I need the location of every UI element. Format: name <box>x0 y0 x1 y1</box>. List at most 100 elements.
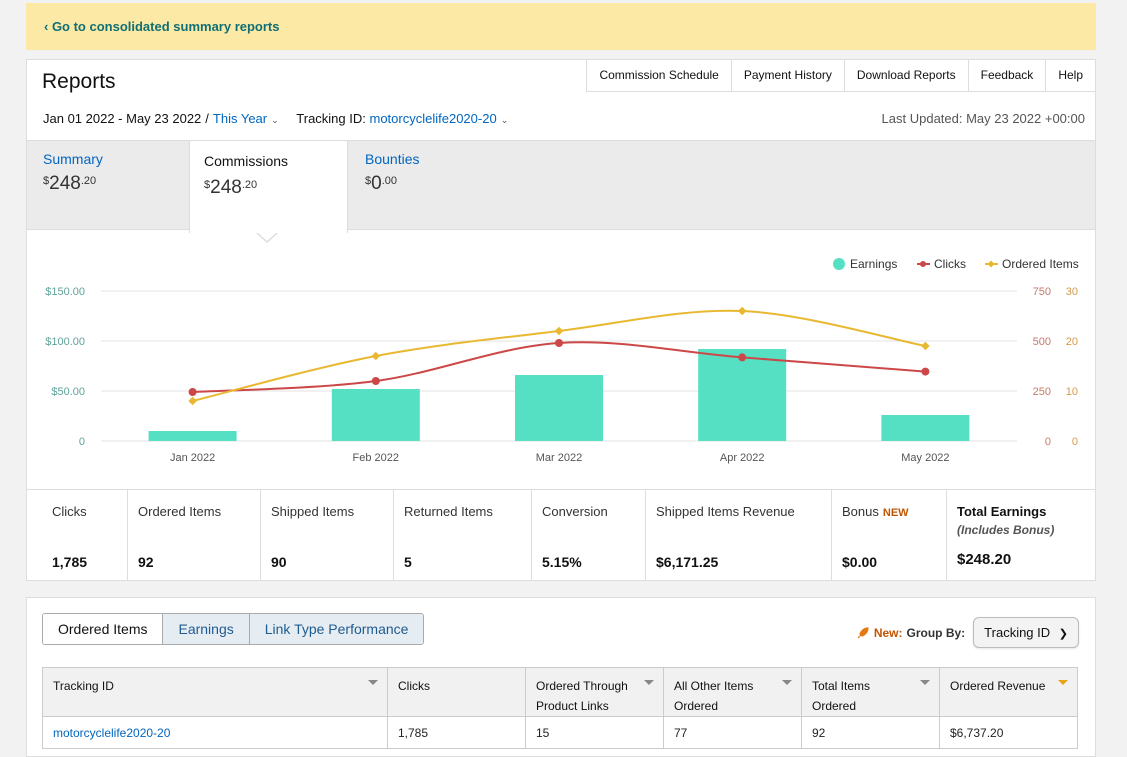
tab-commissions[interactable]: Commissions $248.20 <box>189 140 348 233</box>
point-ordered-items <box>188 396 197 406</box>
legend-earnings[interactable]: Earnings <box>850 257 897 271</box>
y-tick-left: 0 <box>79 436 85 448</box>
cell-tracking-id[interactable]: motorcyclelife2020-20 <box>42 716 388 749</box>
tab-summary-label: Summary <box>43 151 103 167</box>
col-clicks[interactable]: Clicks <box>387 667 526 717</box>
y-tick-left: $100.00 <box>45 336 85 348</box>
point-clicks <box>371 377 380 385</box>
tab-link-type-performance[interactable]: Link Type Performance <box>248 614 424 644</box>
filter-row: Jan 01 2022 - May 23 2022/This Year ⌄ Tra… <box>43 111 509 126</box>
metric-label: Total Earnings <box>957 504 1047 519</box>
page-title: Reports <box>42 70 116 93</box>
point-ordered-items <box>371 351 381 361</box>
cell-total-items: 92 <box>801 716 940 749</box>
metrics-row: Clicks 1,785 Ordered Items 92 Shipped It… <box>27 489 1095 581</box>
metric-returned-items: Returned Items 5 <box>394 490 532 581</box>
point-clicks <box>188 388 197 396</box>
metric-value: 92 <box>138 554 154 570</box>
sort-icon[interactable] <box>368 680 378 685</box>
tab-bounties-amount: $0.00 <box>365 173 397 194</box>
metric-value: 90 <box>271 554 287 570</box>
x-tick-label: Jan 2022 <box>170 452 215 464</box>
tab-summary[interactable]: Summary $248.20 <box>43 151 103 195</box>
chevron-down-icon[interactable]: ⌄ <box>271 115 279 125</box>
bar-earnings <box>515 375 603 441</box>
tab-ordered-items[interactable]: Ordered Items <box>43 614 163 644</box>
report-tabs: Ordered Items Earnings Link Type Perform… <box>42 613 425 645</box>
nav-help[interactable]: Help <box>1058 68 1083 82</box>
sort-active-icon[interactable] <box>1058 680 1068 685</box>
y-tick-right-clicks: 250 <box>1033 386 1051 398</box>
details-panel: Ordered Items Earnings Link Type Perform… <box>26 597 1096 757</box>
y-tick-right-clicks: 750 <box>1033 286 1051 298</box>
metric-value: 5 <box>404 554 412 570</box>
metric-label: Shipped Items <box>271 504 355 519</box>
tracking-id-label: Tracking ID: <box>296 111 366 126</box>
sort-icon[interactable] <box>644 680 654 685</box>
y-tick-right-clicks: 0 <box>1045 436 1051 448</box>
col-total-items[interactable]: Total Items Ordered <box>801 667 940 717</box>
tab-commissions-amount: $248.20 <box>204 177 258 198</box>
point-ordered-items <box>921 341 930 351</box>
metric-value: 5.15% <box>542 554 582 570</box>
metric-label: Ordered Items <box>138 504 222 519</box>
metric-label: Conversion <box>542 504 608 519</box>
table-row: motorcyclelife2020-20 1,785 15 77 92 $6,… <box>42 716 1078 749</box>
y-tick-left: $150.00 <box>45 286 85 298</box>
new-label: New: <box>873 625 903 640</box>
earnings-chart: 0 0 0 $50.00 250 10 $100.00 500 20 $150.00 750 30 Ja… <box>45 257 1079 464</box>
metric-label: Returned Items <box>404 504 493 519</box>
nav-download-reports[interactable]: Download Reports <box>845 60 969 91</box>
cell-all-other: 77 <box>663 716 802 749</box>
cell-clicks: 1,785 <box>387 716 526 749</box>
metric-label: Bonus NEW <box>842 504 909 519</box>
y-tick-right-items: 30 <box>1066 286 1078 298</box>
cell-ordered-revenue: $6,737.20 <box>939 716 1078 749</box>
nav-feedback[interactable]: Feedback <box>969 60 1047 91</box>
nav-commission-schedule[interactable]: Commission Schedule <box>587 60 732 91</box>
point-ordered-items <box>554 326 564 336</box>
metric-total-earnings: Total Earnings (Includes Bonus) $248.20 <box>947 490 1095 581</box>
x-tick-label: Apr 2022 <box>720 452 765 464</box>
sort-icon[interactable] <box>920 680 930 685</box>
col-all-other[interactable]: All Other Items Ordered <box>663 667 802 717</box>
nav-payment-history[interactable]: Payment History <box>732 60 845 91</box>
consolidated-reports-link[interactable]: ‹ Go to consolidated summary reports <box>44 19 280 34</box>
metric-value: 1,785 <box>52 554 88 570</box>
cell-ordered-through: 15 <box>525 716 664 749</box>
period-dropdown[interactable]: This Year <box>212 111 268 126</box>
tracking-id-dropdown[interactable]: motorcyclelife2020-20 <box>369 111 497 126</box>
y-tick-left: $50.00 <box>51 386 85 398</box>
point-ordered-items <box>737 306 747 316</box>
tab-bounties[interactable]: Bounties $0.00 <box>365 151 419 195</box>
legend-clicks[interactable]: Clicks <box>934 257 966 271</box>
group-by-select[interactable]: Tracking ID ❯ <box>973 617 1079 648</box>
tab-bounties-label: Bounties <box>365 151 420 167</box>
metric-bonus: Bonus NEW $0.00 <box>832 490 947 581</box>
x-tick-label: Mar 2022 <box>536 452 582 464</box>
point-clicks <box>921 367 930 376</box>
point-clicks <box>555 339 563 347</box>
legend-ordered-dot <box>987 260 995 268</box>
sort-icon[interactable] <box>782 680 792 685</box>
date-range: Jan 01 2022 - May 23 2022 <box>43 111 202 126</box>
active-tab-pointer <box>256 232 278 243</box>
y-tick-right-clicks: 500 <box>1033 336 1051 348</box>
top-nav: Commission Schedule Payment History Down… <box>586 60 1095 92</box>
metric-ordered-items: Ordered Items 92 <box>128 490 261 581</box>
legend-ordered-items[interactable]: Ordered Items <box>1002 257 1079 271</box>
tab-commissions-label: Commissions <box>204 153 289 169</box>
x-tick-label: May 2022 <box>901 452 949 464</box>
summary-tabs: Summary $248.20 Commissions $248.20 Boun… <box>27 140 1095 233</box>
y-tick-right-items: 0 <box>1072 436 1078 448</box>
col-ordered-through[interactable]: Ordered Through Product Links <box>525 667 664 717</box>
col-ordered-revenue[interactable]: Ordered Revenue <box>939 667 1078 717</box>
metric-value: $6,171.25 <box>656 554 719 570</box>
legend-earnings-swatch <box>833 258 845 270</box>
tab-earnings[interactable]: Earnings <box>162 614 249 644</box>
chevron-down-icon[interactable]: ⌄ <box>500 115 509 125</box>
col-tracking-id[interactable]: Tracking ID <box>42 667 388 717</box>
bar-earnings <box>698 349 787 441</box>
bar-earnings <box>331 389 420 441</box>
metric-clicks: Clicks 1,785 <box>27 490 128 581</box>
